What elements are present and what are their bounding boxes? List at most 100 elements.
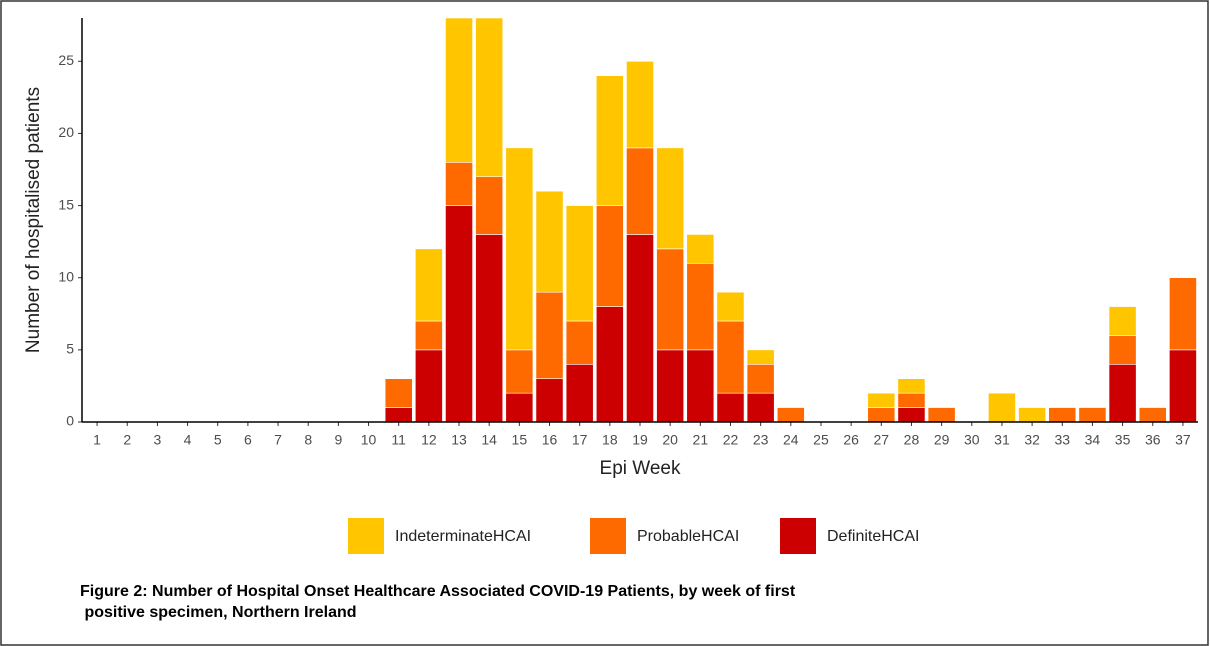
bar-segment: [384, 407, 413, 423]
bar-segment: [1169, 277, 1197, 351]
x-tick-label: 9: [334, 432, 342, 448]
bar-segment: [384, 378, 413, 408]
x-tick-label: 13: [451, 432, 467, 448]
bar-segment: [445, 205, 473, 423]
bar-segment: [716, 320, 745, 394]
bar-segment: [988, 392, 1016, 423]
y-tick-label: 10: [58, 268, 74, 284]
x-tick-label: 26: [843, 432, 859, 448]
bar-segment: [686, 262, 715, 351]
y-axis-title: Number of hospitalised patients: [23, 87, 44, 353]
bar-segment: [505, 349, 534, 394]
bar-segment: [414, 320, 443, 351]
bar-segment: [1138, 407, 1167, 423]
x-tick-label: 15: [512, 432, 528, 448]
bar-segment: [1169, 349, 1197, 423]
y-tick-label: 25: [58, 52, 74, 68]
y-tick-label: 5: [66, 341, 74, 357]
bar-segment: [867, 392, 896, 408]
bar-segment: [656, 147, 685, 250]
bar-segment: [1108, 306, 1137, 336]
bar-segment: [1108, 363, 1137, 423]
bar-segment: [565, 320, 594, 365]
x-tick-label: 6: [244, 432, 252, 448]
bar-segment: [656, 349, 685, 423]
x-tick-label: 7: [274, 432, 282, 448]
x-tick-label: 27: [874, 432, 890, 448]
bar-segment: [475, 17, 504, 178]
caption-line: Figure 2: Number of Hospital Onset Healt…: [80, 583, 796, 600]
bar-segment: [716, 291, 745, 322]
bar-segment: [505, 392, 534, 423]
legend-swatch: [780, 518, 816, 554]
bar-segment: [776, 407, 805, 423]
y-tick-label: 15: [58, 196, 74, 212]
x-tick-label: 25: [813, 432, 829, 448]
bar-segment: [1018, 407, 1046, 423]
x-tick-label: 18: [602, 432, 618, 448]
bar-segment: [686, 349, 715, 423]
bar-segment: [927, 407, 956, 423]
bar-segment: [595, 205, 624, 307]
x-axis-title: Epi Week: [600, 458, 681, 479]
x-tick-label: 19: [632, 432, 648, 448]
x-tick-label: 35: [1115, 432, 1131, 448]
legend-swatch: [590, 518, 626, 554]
x-tick-label: 3: [154, 432, 162, 448]
x-tick-label: 10: [361, 432, 377, 448]
caption-line: positive specimen, Northern Ireland: [80, 604, 357, 621]
bar-segment: [897, 392, 926, 408]
x-tick-label: 20: [662, 432, 678, 448]
bar-segment: [1078, 407, 1107, 423]
x-tick-label: 2: [123, 432, 131, 448]
bar-segment: [1048, 407, 1077, 423]
bar-segment: [414, 349, 443, 423]
x-tick-label: 34: [1085, 432, 1101, 448]
x-tick-label: 1: [93, 432, 101, 448]
bar-segment: [897, 378, 926, 394]
bar-segment: [565, 363, 594, 423]
bar-segment: [535, 190, 564, 293]
x-tick-label: 17: [572, 432, 588, 448]
x-tick-label: 24: [783, 432, 799, 448]
x-tick-label: 21: [693, 432, 709, 448]
x-tick-label: 31: [994, 432, 1010, 448]
x-tick-label: 32: [1024, 432, 1040, 448]
bar-segment: [626, 60, 654, 149]
x-tick-label: 12: [421, 432, 437, 448]
x-tick-label: 33: [1054, 432, 1070, 448]
x-tick-label: 30: [964, 432, 980, 448]
legend-label: ProbableHCAI: [637, 528, 739, 545]
bar-segment: [686, 234, 715, 264]
bar-segment: [414, 248, 443, 322]
bar-segment: [595, 75, 624, 206]
bar-segment: [445, 161, 473, 206]
y-tick-label: 0: [66, 413, 74, 429]
bar-segment: [565, 205, 594, 322]
x-tick-label: 5: [214, 432, 222, 448]
bar-segment: [535, 291, 564, 380]
x-tick-label: 29: [934, 432, 950, 448]
x-tick-label: 22: [723, 432, 739, 448]
legend-swatch: [348, 518, 384, 554]
x-tick-label: 28: [904, 432, 920, 448]
bar-segment: [535, 378, 564, 423]
bar-segment: [746, 392, 775, 423]
bar-segment: [867, 407, 896, 423]
bar-segment: [445, 17, 473, 163]
x-tick-label: 16: [542, 432, 558, 448]
bar-segment: [595, 306, 624, 423]
bar-segment: [1108, 335, 1137, 365]
bar-segment: [656, 248, 685, 351]
bar-segment: [475, 234, 504, 423]
x-tick-label: 4: [184, 432, 192, 448]
legend-label: IndeterminateHCAI: [395, 528, 531, 545]
bar-segment: [746, 349, 775, 365]
bar-segment: [505, 147, 534, 351]
bar-segment: [897, 407, 926, 423]
bar-segment: [475, 176, 504, 235]
bar-segment: [746, 363, 775, 394]
y-tick-label: 20: [58, 124, 74, 140]
bar-segment: [716, 392, 745, 423]
